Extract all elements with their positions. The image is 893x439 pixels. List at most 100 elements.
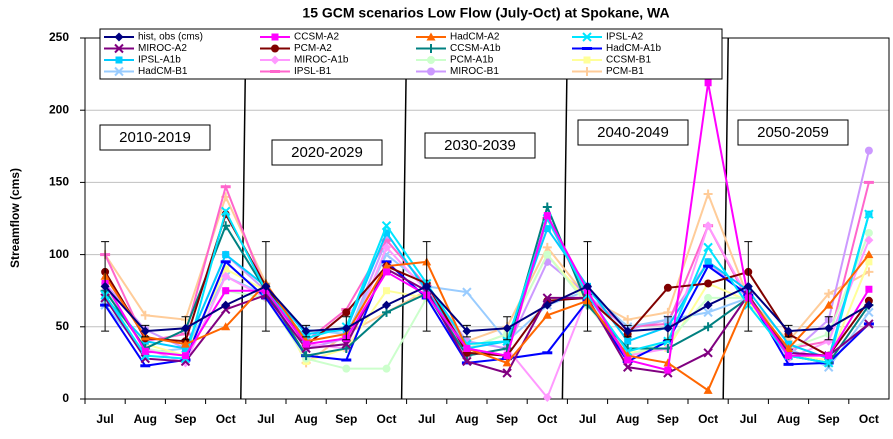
marker — [542, 202, 552, 212]
x-tick-label: Sep — [174, 412, 196, 426]
legend-label: CCSM-B1 — [606, 55, 651, 66]
marker — [703, 242, 713, 253]
series-line — [104, 82, 870, 372]
marker — [182, 344, 189, 352]
marker — [703, 307, 713, 318]
marker — [663, 307, 673, 317]
marker — [100, 281, 110, 291]
legend-item: PCM-B1 — [572, 66, 644, 77]
y-tick-label: 100 — [49, 247, 69, 261]
legend-label: IPSL-A1b — [138, 55, 181, 66]
series-line — [104, 208, 870, 365]
marker — [542, 242, 552, 252]
marker — [221, 322, 231, 331]
marker — [623, 326, 633, 336]
marker — [704, 79, 712, 87]
marker — [383, 287, 390, 295]
y-tick-label: 150 — [49, 175, 69, 189]
marker — [463, 344, 471, 352]
marker — [664, 366, 672, 374]
annotation: 2010-2019 — [119, 129, 191, 146]
marker — [703, 221, 713, 231]
legend-label: CCSM-A1b — [450, 43, 501, 54]
marker — [864, 267, 874, 277]
legend-item: IPSL-B1 — [260, 66, 332, 77]
legend-item: HadCM-B1 — [104, 66, 188, 77]
x-tick-label: Jul — [257, 412, 274, 426]
legend-item: MIROC-B1 — [416, 66, 499, 77]
marker — [503, 352, 511, 360]
marker — [383, 229, 390, 237]
marker — [181, 339, 190, 348]
marker — [824, 323, 834, 333]
marker — [462, 287, 472, 297]
x-tick-label: Oct — [537, 412, 557, 426]
legend-item: HadCM-A2 — [416, 32, 500, 43]
marker — [342, 364, 351, 373]
marker — [543, 212, 551, 220]
marker — [301, 326, 311, 336]
marker — [182, 352, 189, 360]
marker — [181, 323, 190, 333]
series-line — [104, 232, 870, 370]
x-tick-label: Oct — [698, 412, 718, 426]
marker — [865, 285, 873, 293]
marker — [302, 340, 310, 348]
marker — [582, 32, 592, 42]
series-line — [104, 253, 870, 369]
marker — [382, 364, 391, 373]
marker — [703, 322, 713, 332]
legend-label: CCSM-A2 — [294, 32, 339, 43]
marker — [341, 323, 351, 333]
x-tick-label: Jul — [96, 412, 113, 426]
marker — [663, 283, 672, 292]
marker — [582, 67, 592, 76]
marker — [342, 308, 351, 317]
marker — [115, 56, 123, 64]
legend-label: hist, obs (cms) — [138, 32, 203, 43]
marker — [743, 281, 753, 291]
legend-item: IPSL-A2 — [572, 32, 644, 43]
marker — [502, 323, 512, 333]
marker — [542, 293, 553, 303]
marker — [823, 358, 834, 368]
annotation: 2040-2049 — [597, 124, 669, 141]
marker — [301, 351, 311, 361]
legend-label: MIROC-A1b — [294, 55, 349, 66]
y-axis-label: Streamflow (cms) — [8, 168, 22, 268]
marker — [221, 300, 231, 310]
y-tick-label: 200 — [49, 102, 69, 116]
decade-divider — [722, 37, 729, 400]
legend-label: MIROC-B1 — [450, 66, 499, 77]
legend-item: hist, obs (cms) — [104, 32, 203, 43]
legend-label: HadCM-A1b — [606, 43, 661, 54]
x-tick-label: Aug — [777, 412, 800, 426]
legend-item: HadCM-A1b — [572, 43, 661, 54]
marker — [583, 56, 591, 64]
annotation-box — [424, 132, 536, 159]
decade-divider — [240, 37, 247, 400]
marker — [704, 293, 713, 302]
marker — [114, 43, 124, 54]
legend-item: CCSM-A2 — [260, 32, 339, 43]
marker — [427, 56, 435, 64]
series — [101, 146, 873, 360]
legend-item: IPSL-A1b — [104, 55, 181, 66]
marker — [141, 347, 149, 355]
legend-label: HadCM-A2 — [450, 32, 500, 43]
legend-label: HadCM-B1 — [138, 66, 188, 77]
x-tick-label: Sep — [335, 412, 357, 426]
marker — [542, 300, 552, 310]
marker — [703, 385, 713, 394]
marker — [382, 300, 391, 310]
marker — [784, 343, 793, 352]
marker — [864, 319, 874, 329]
marker — [462, 326, 472, 336]
marker — [270, 55, 280, 65]
marker — [221, 271, 231, 281]
marker — [703, 189, 713, 199]
marker — [624, 337, 632, 345]
x-tick-label: Jul — [579, 412, 596, 426]
y-tick-label: 0 — [62, 391, 69, 405]
